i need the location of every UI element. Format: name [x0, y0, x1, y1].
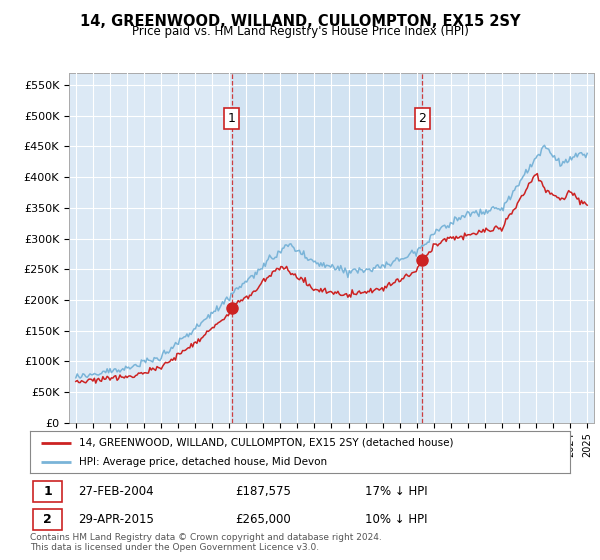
FancyBboxPatch shape [33, 508, 62, 530]
Text: 2: 2 [418, 112, 426, 125]
Text: 27-FEB-2004: 27-FEB-2004 [79, 485, 154, 498]
Text: This data is licensed under the Open Government Licence v3.0.: This data is licensed under the Open Gov… [30, 543, 319, 552]
Text: £187,575: £187,575 [235, 485, 291, 498]
Text: 1: 1 [228, 112, 236, 125]
Text: 29-APR-2015: 29-APR-2015 [79, 512, 154, 526]
Text: HPI: Average price, detached house, Mid Devon: HPI: Average price, detached house, Mid … [79, 457, 327, 467]
Text: Price paid vs. HM Land Registry's House Price Index (HPI): Price paid vs. HM Land Registry's House … [131, 25, 469, 38]
Text: 10% ↓ HPI: 10% ↓ HPI [365, 512, 427, 526]
Text: 17% ↓ HPI: 17% ↓ HPI [365, 485, 427, 498]
Text: £265,000: £265,000 [235, 512, 291, 526]
Bar [232, 73, 422, 423]
FancyBboxPatch shape [33, 481, 62, 502]
Text: 2: 2 [43, 512, 52, 526]
Text: 14, GREENWOOD, WILLAND, CULLOMPTON, EX15 2SY: 14, GREENWOOD, WILLAND, CULLOMPTON, EX15… [80, 14, 520, 29]
Text: Contains HM Land Registry data © Crown copyright and database right 2024.: Contains HM Land Registry data © Crown c… [30, 533, 382, 542]
Text: 1: 1 [43, 485, 52, 498]
Text: 14, GREENWOOD, WILLAND, CULLOMPTON, EX15 2SY (detached house): 14, GREENWOOD, WILLAND, CULLOMPTON, EX15… [79, 437, 453, 447]
